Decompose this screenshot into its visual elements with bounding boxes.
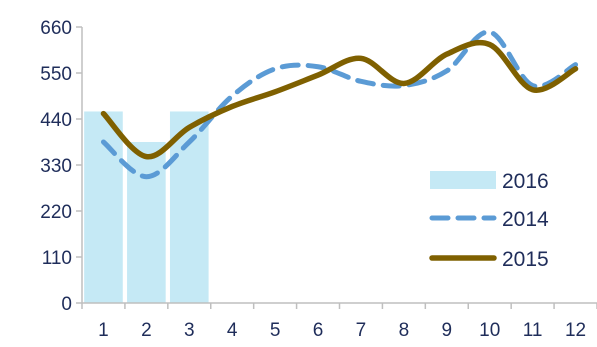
x-tick-label: 2 xyxy=(141,320,152,341)
x-tick-label: 9 xyxy=(442,320,453,341)
bar-2016-2 xyxy=(127,142,166,303)
x-tick-label: 12 xyxy=(565,320,586,341)
x-tick-label: 7 xyxy=(356,320,367,341)
x-tick-label: 1 xyxy=(98,320,109,341)
series-line-2014 xyxy=(100,29,579,180)
series-line-2015 xyxy=(100,39,579,160)
x-tick-labels: 1 2 3 4 5 6 7 8 9 10 11 12 xyxy=(98,320,586,341)
y-tick-label: 220 xyxy=(40,202,72,223)
x-tick-label: 10 xyxy=(479,320,500,341)
legend-swatch-2016 xyxy=(430,171,496,189)
x-tick-label: 8 xyxy=(399,320,410,341)
x-tick-label: 6 xyxy=(313,320,324,341)
x-tick-label: 11 xyxy=(523,320,543,341)
legend-label-2014: 2014 xyxy=(502,208,549,231)
lines-layer xyxy=(100,29,579,180)
axes-layer xyxy=(76,26,597,309)
y-tick-labels: 0 110 220 330 440 550 660 xyxy=(40,18,72,315)
x-tick-label: 5 xyxy=(270,320,281,341)
y-tick-label: 110 xyxy=(42,248,72,269)
x-tick-label: 4 xyxy=(227,320,238,341)
y-tick-label: 330 xyxy=(40,156,72,177)
legend-label-2016: 2016 xyxy=(502,170,549,193)
legend: 2016 2014 2015 xyxy=(429,170,549,271)
y-tick-label: 660 xyxy=(40,18,72,39)
legend-label-2015: 2015 xyxy=(502,248,549,271)
y-tick-label: 550 xyxy=(40,64,72,85)
y-tick-label: 440 xyxy=(40,110,72,131)
y-tick-label: 0 xyxy=(61,294,72,315)
x-tick-label: 3 xyxy=(184,320,195,341)
